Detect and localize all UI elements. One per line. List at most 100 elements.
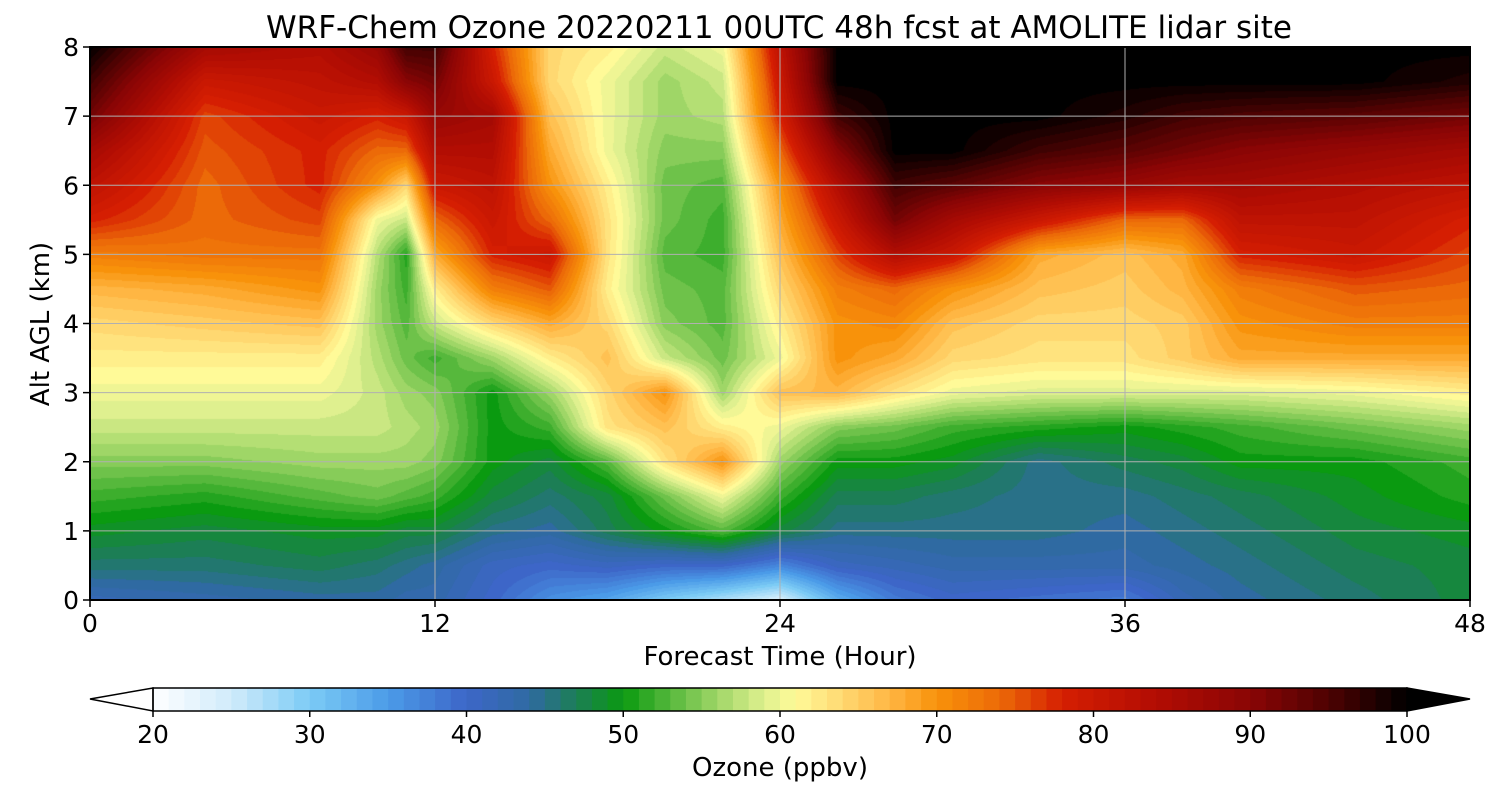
y-tick-label: 0 bbox=[63, 586, 79, 615]
colorbar-swatch bbox=[670, 688, 687, 711]
colorbar-swatch bbox=[842, 688, 859, 711]
colorbar-swatch bbox=[889, 688, 906, 711]
colorbar-swatch bbox=[1375, 688, 1392, 711]
x-tick-label: 24 bbox=[764, 609, 796, 638]
colorbar-swatch bbox=[1156, 688, 1173, 711]
y-axis-label: Alt AGL (km) bbox=[26, 242, 56, 406]
colorbar-swatch bbox=[1359, 688, 1377, 711]
colorbar-tick-label: 30 bbox=[294, 720, 326, 749]
colorbar-swatch bbox=[1218, 688, 1236, 711]
colorbar-swatches bbox=[153, 688, 1408, 711]
colorbar-swatch bbox=[1265, 688, 1283, 711]
colorbar-swatch bbox=[999, 688, 1016, 711]
colorbar-swatch bbox=[231, 688, 248, 711]
colorbar-tick-label: 60 bbox=[764, 720, 796, 749]
colorbar-swatch bbox=[341, 688, 358, 711]
y-tick-label: 6 bbox=[63, 171, 79, 200]
colorbar-swatch bbox=[356, 688, 374, 711]
plot-area bbox=[89, 46, 1471, 601]
y-tick-label: 2 bbox=[63, 448, 79, 477]
colorbar-tick-label: 80 bbox=[1078, 720, 1110, 749]
colorbar-low-extension bbox=[89, 687, 154, 712]
y-tick-label: 5 bbox=[63, 240, 79, 269]
colorbar-tick-label: 40 bbox=[451, 720, 483, 749]
colorbar-swatch bbox=[607, 688, 624, 711]
colorbar-swatch bbox=[858, 688, 875, 711]
colorbar-swatch bbox=[544, 688, 562, 711]
colorbar-swatch bbox=[1046, 688, 1063, 711]
colorbar-swatch bbox=[372, 688, 389, 711]
y-tick-label: 7 bbox=[63, 102, 79, 131]
colorbar-swatch bbox=[827, 688, 844, 711]
colorbar-swatch bbox=[1344, 688, 1361, 711]
colorbar-swatch bbox=[1140, 688, 1157, 711]
colorbar-swatch bbox=[247, 688, 264, 711]
colorbar-swatch bbox=[701, 688, 718, 711]
colorbar-swatch bbox=[576, 688, 593, 711]
colorbar-swatch bbox=[1077, 688, 1095, 711]
colorbar-swatch bbox=[560, 688, 577, 711]
colorbar-swatch bbox=[717, 688, 734, 711]
colorbar-label: Ozone (ppbv) bbox=[692, 753, 868, 783]
colorbar-swatch bbox=[968, 688, 985, 711]
colorbar-tick-label: 90 bbox=[1234, 720, 1266, 749]
colorbar-swatch bbox=[482, 688, 499, 711]
colorbar-swatch bbox=[262, 688, 279, 711]
colorbar-swatch bbox=[466, 688, 483, 711]
colorbar-swatch bbox=[1109, 688, 1126, 711]
colorbar-swatch bbox=[513, 688, 530, 711]
y-tick-label: 4 bbox=[63, 310, 79, 339]
colorbar-swatch bbox=[153, 688, 170, 711]
colorbar-swatch bbox=[654, 688, 671, 711]
colorbar-tick-label: 70 bbox=[921, 720, 953, 749]
colorbar-swatch bbox=[685, 688, 703, 711]
colorbar-swatch bbox=[419, 688, 436, 711]
colorbar-swatch bbox=[780, 688, 797, 711]
x-axis-label: Forecast Time (Hour) bbox=[643, 642, 916, 672]
colorbar-swatch bbox=[309, 688, 327, 711]
colorbar-swatch bbox=[325, 688, 342, 711]
colorbar-swatch bbox=[764, 688, 781, 711]
colorbar-swatch bbox=[952, 688, 969, 711]
colorbar-swatch bbox=[215, 688, 232, 711]
colorbar-swatch bbox=[403, 688, 421, 711]
colorbar-swatch bbox=[1093, 688, 1110, 711]
colorbar-swatch bbox=[1015, 688, 1032, 711]
colorbar-swatch bbox=[168, 688, 185, 711]
colorbar-swatch bbox=[1250, 688, 1267, 711]
colorbar-swatch bbox=[1281, 688, 1298, 711]
y-tick-label: 8 bbox=[63, 33, 79, 62]
colorbar-swatch bbox=[921, 688, 938, 711]
grid-lines bbox=[90, 47, 1470, 600]
colorbar-swatch bbox=[1030, 688, 1048, 711]
x-tick-label: 12 bbox=[419, 609, 451, 638]
colorbar-swatch bbox=[1203, 688, 1220, 711]
colorbar-swatch bbox=[936, 688, 954, 711]
colorbar-swatch bbox=[732, 688, 750, 711]
colorbar-swatch bbox=[748, 688, 765, 711]
colorbar-swatch bbox=[1312, 688, 1330, 711]
colorbar-swatch bbox=[638, 688, 656, 711]
colorbar-swatch bbox=[1124, 688, 1142, 711]
x-axis: 0 12 24 36 48 bbox=[82, 600, 1486, 638]
y-axis: 0 1 2 3 4 5 6 7 8 bbox=[63, 33, 90, 615]
colorbar-swatch bbox=[200, 688, 217, 711]
colorbar-swatch bbox=[811, 688, 828, 711]
colorbar-swatch bbox=[497, 688, 515, 711]
colorbar-swatch bbox=[1391, 688, 1408, 711]
colorbar-swatch bbox=[591, 688, 609, 711]
colorbar-swatch bbox=[874, 688, 891, 711]
y-tick-label: 1 bbox=[63, 517, 79, 546]
colorbar-swatch bbox=[1062, 688, 1079, 711]
x-tick-label: 0 bbox=[82, 609, 98, 638]
colorbar-swatch bbox=[529, 688, 546, 711]
colorbar-swatch bbox=[1234, 688, 1251, 711]
colorbar-swatch bbox=[795, 688, 812, 711]
y-tick-label: 3 bbox=[63, 379, 79, 408]
x-tick-label: 48 bbox=[1454, 609, 1486, 638]
colorbar-swatch bbox=[623, 688, 640, 711]
colorbar-swatch bbox=[450, 688, 468, 711]
colorbar-ticks: 20 30 40 50 60 70 80 90 100 bbox=[137, 711, 1431, 749]
colorbar-swatch bbox=[278, 688, 295, 711]
